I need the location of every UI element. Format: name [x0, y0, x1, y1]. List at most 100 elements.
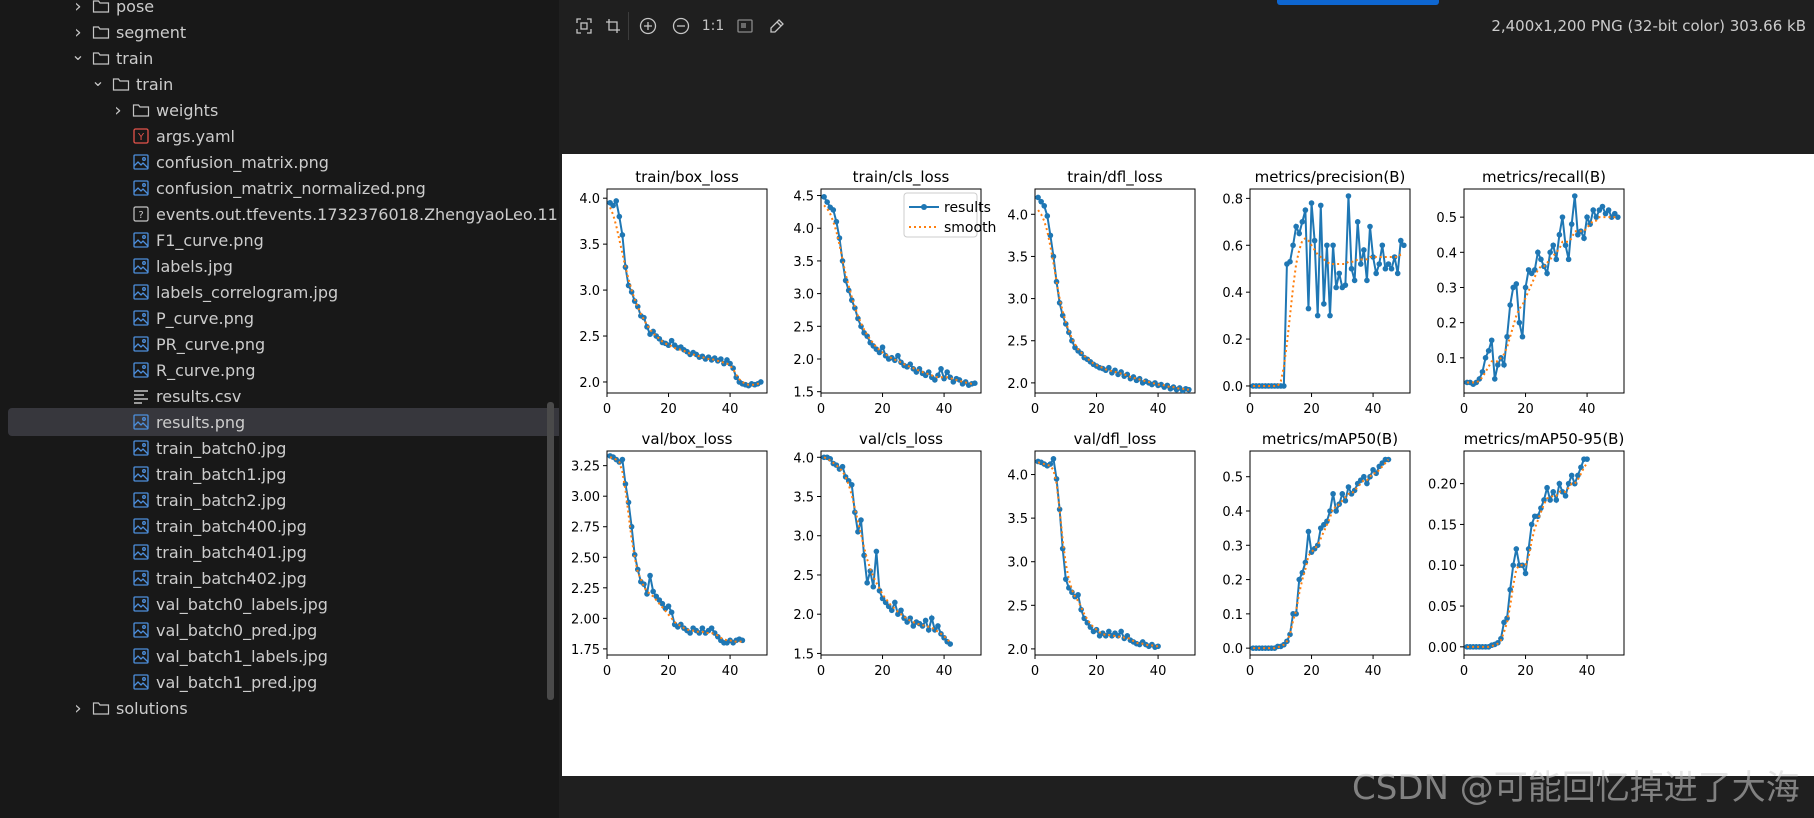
tree-folder[interactable]: › solutions: [0, 694, 559, 722]
results-data-point: [659, 600, 666, 607]
tree-file[interactable]: R_curve.png: [0, 356, 559, 384]
tree-file[interactable]: train_batch401.jpg: [0, 538, 559, 566]
results-data-point: [1339, 491, 1346, 497]
results-data-point: [876, 349, 883, 356]
fit-screen-button[interactable]: [571, 13, 597, 39]
tree-file[interactable]: val_batch1_pred.jpg: [0, 668, 559, 696]
zoom-in-button[interactable]: [635, 13, 661, 39]
y-tick-label: 4.0: [1007, 208, 1028, 223]
y-tick-label: 2.0: [579, 376, 600, 391]
tree-file[interactable]: PR_curve.png: [0, 330, 559, 358]
results-data-point: [1394, 270, 1401, 277]
y-tick-label: 2.5: [1007, 599, 1028, 614]
zoom-out-button[interactable]: [668, 13, 694, 39]
svg-text:Y: Y: [137, 132, 145, 143]
tree-folder[interactable]: ⌄ train: [0, 70, 559, 98]
chevron-down-icon[interactable]: ⌄: [91, 70, 105, 90]
tree-file[interactable]: P_curve.png: [0, 304, 559, 332]
chevron-down-icon[interactable]: ⌄: [71, 44, 85, 64]
actual-size-button[interactable]: 1:1: [701, 18, 725, 34]
tree-file[interactable]: train_batch402.jpg: [0, 564, 559, 592]
tree-file[interactable]: results.png: [8, 408, 559, 436]
results-data-point: [1118, 628, 1124, 635]
tree-file[interactable]: results.csv: [0, 382, 559, 410]
y-tick-label: 3.0: [793, 530, 814, 545]
folder-icon: [92, 0, 110, 15]
chevron-right-icon[interactable]: ›: [74, 21, 82, 43]
results-data-point: [888, 607, 895, 614]
color-picker-button[interactable]: [764, 13, 790, 39]
tree-file[interactable]: val_batch0_pred.jpg: [0, 616, 559, 644]
tree-item-label: train: [136, 74, 174, 94]
chart-panel: metrics/precision(B) 0 20 40 0.0 0.2 0.4 0.6 0.8: [1222, 168, 1411, 417]
tree-file[interactable]: train_batch1.jpg: [0, 460, 559, 488]
tree-file[interactable]: train_batch2.jpg: [0, 486, 559, 514]
tree-file[interactable]: train_batch400.jpg: [0, 512, 559, 540]
results-data-point: [892, 599, 898, 606]
results-data-point: [1056, 506, 1063, 513]
tree-file[interactable]: ? events.out.tfevents.1732376018.Zhengyao…: [0, 200, 559, 228]
tree-folder[interactable]: ⌄ train: [0, 44, 559, 72]
results-data-point: [1327, 508, 1333, 514]
explorer-scrollbar[interactable]: [547, 402, 554, 700]
background-button[interactable]: [732, 13, 758, 39]
chart-panel: metrics/recall(B) 0 20 40 0.1 0.2 0.3 0.4 0.5: [1436, 168, 1625, 417]
results-data-point: [1370, 254, 1376, 260]
results-data-point: [836, 235, 843, 241]
results-data-point: [1324, 242, 1330, 249]
results-data-point: [1482, 355, 1489, 361]
results-data-point: [1388, 265, 1395, 272]
results-data-point: [1401, 242, 1407, 249]
chevron-right-icon[interactable]: ›: [74, 0, 82, 17]
tree-folder[interactable]: › pose: [0, 0, 559, 20]
results-data-point: [1367, 223, 1373, 230]
image-file-icon: [132, 465, 150, 483]
results-data-point: [1513, 281, 1520, 287]
results-data-point: [1504, 333, 1510, 340]
tree-file[interactable]: val_batch0_labels.jpg: [0, 590, 559, 618]
x-tick-label: 40: [1579, 402, 1596, 417]
tree-folder[interactable]: › weights: [0, 96, 559, 124]
tree-file[interactable]: val_batch1_labels.jpg: [0, 642, 559, 670]
results-data-point: [1559, 489, 1566, 495]
legend-box: [903, 192, 978, 238]
results-data-point: [1053, 278, 1060, 285]
crop-button[interactable]: [600, 13, 626, 39]
y-tick-label: 0.1: [1222, 608, 1243, 623]
tree-item-label: PR_curve.png: [156, 334, 266, 354]
tree-file[interactable]: labels_correlogram.jpg: [0, 278, 559, 306]
tree-file[interactable]: F1_curve.png: [0, 226, 559, 254]
image-file-icon: [132, 647, 150, 665]
results-data-point: [824, 199, 830, 205]
results-data-point: [1385, 261, 1392, 267]
chevron-right-icon[interactable]: ›: [74, 697, 82, 719]
tree-item-label: train_batch402.jpg: [156, 568, 307, 588]
results-data-point: [1321, 301, 1327, 307]
chart-title: train/cls_loss: [853, 168, 950, 187]
tree-file[interactable]: confusion_matrix.png: [0, 148, 559, 176]
chart-title: train/box_loss: [635, 168, 739, 187]
tree-file[interactable]: confusion_matrix_normalized.png: [0, 174, 559, 202]
image-file-icon: [132, 335, 150, 353]
results-data-point: [1345, 193, 1352, 199]
results-data-point: [619, 232, 626, 238]
crop-icon: [606, 19, 620, 33]
tree-file[interactable]: labels.jpg: [0, 252, 559, 280]
tree-item-label: P_curve.png: [156, 308, 255, 328]
image-file-icon: [132, 257, 150, 275]
results-data-point: [653, 593, 660, 600]
tree-file[interactable]: train_batch0.jpg: [0, 434, 559, 462]
chevron-right-icon[interactable]: ›: [114, 99, 122, 121]
results-data-point: [647, 572, 653, 579]
results-data-point: [879, 344, 886, 351]
x-tick-label: 0: [817, 402, 825, 417]
y-tick-label: 4.0: [793, 222, 814, 237]
y-tick-label: 0.5: [1222, 471, 1243, 486]
results-data-point: [1305, 528, 1312, 535]
image-file-icon: [132, 621, 150, 639]
tree-item-label: labels_correlogram.jpg: [156, 282, 339, 302]
results-data-point: [708, 625, 715, 631]
tree-folder[interactable]: › segment: [0, 18, 559, 46]
